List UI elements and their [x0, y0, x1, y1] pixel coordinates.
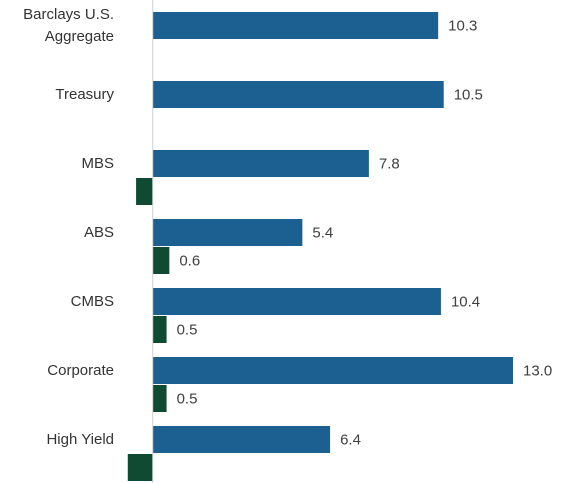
category-label: ABS: [83, 223, 114, 241]
value-label: 0.6: [179, 252, 200, 269]
category-label: Treasury: [55, 85, 114, 103]
value-label: 0.5: [177, 390, 198, 407]
category-label: High Yield: [46, 430, 114, 448]
bar: [127, 454, 153, 481]
bar: [152, 385, 167, 412]
category-label: Corporate: [47, 361, 114, 379]
value-label: 10.4: [451, 293, 480, 310]
value-label: 5.4: [312, 224, 333, 241]
bar: [152, 426, 331, 453]
value-label: 10.3: [448, 17, 477, 34]
value-label: 10.5: [454, 86, 483, 103]
category-label: Barclays U.S. Aggregate: [23, 5, 114, 45]
bar: [152, 12, 439, 39]
category-label: MBS: [81, 154, 114, 172]
value-label: 6.4: [340, 431, 361, 448]
bar: [152, 247, 170, 274]
bar: [136, 178, 153, 205]
value-label: 0.5: [177, 321, 198, 338]
category-label: CMBS: [70, 292, 114, 310]
bar: [152, 219, 303, 246]
bar: [152, 288, 441, 315]
value-label: 7.8: [379, 155, 400, 172]
value-label: 13.0: [523, 362, 552, 379]
bar: [152, 357, 513, 384]
bar: [152, 316, 167, 343]
bar: [152, 81, 444, 108]
bar: [152, 150, 369, 177]
